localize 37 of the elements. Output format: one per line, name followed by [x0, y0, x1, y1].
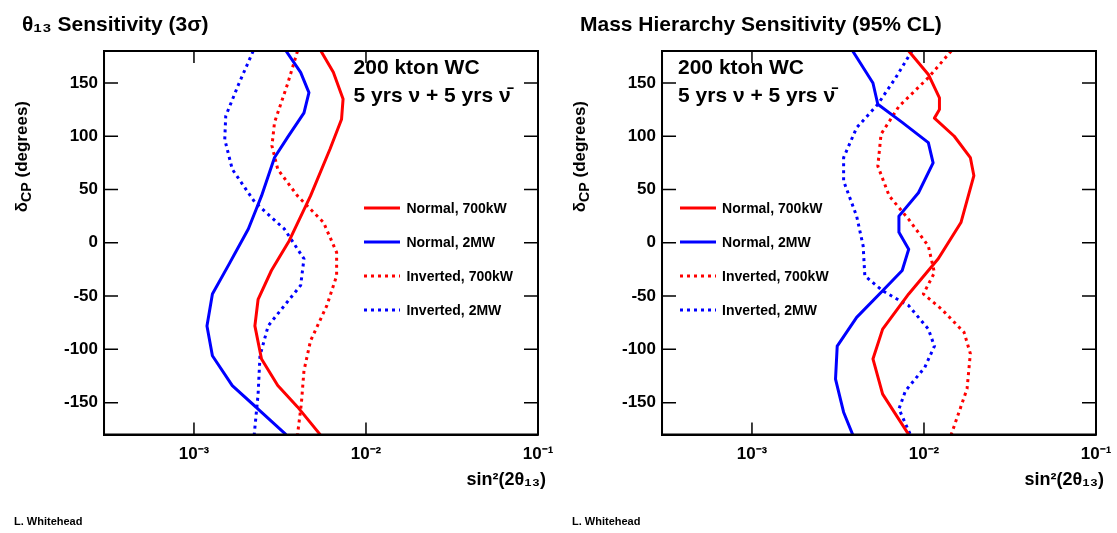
- legend-label: Inverted, 700kW: [722, 268, 829, 284]
- text: L. Whitehead: [572, 515, 641, 527]
- y-tick-label: 0: [88, 232, 99, 252]
- y-tick-label: 100: [627, 125, 657, 145]
- legend-label: Normal, 2MW: [722, 234, 811, 250]
- x-tick-label: 10⁻¹: [1080, 444, 1112, 464]
- legend-label: Inverted, 2MW: [406, 302, 502, 318]
- y-tick-label: 0: [646, 232, 657, 252]
- annotation: 5 yrs ν + 5 yrs ν̄: [678, 82, 836, 108]
- y-tick-label: -150: [621, 392, 657, 412]
- legend-label: Normal, 700kW: [722, 200, 823, 216]
- x-axis-title: sin²(2θ₁₃): [1024, 468, 1104, 490]
- x-tick-label: 10⁻¹: [522, 444, 554, 464]
- annotation: 200 kton WC: [353, 54, 481, 80]
- chart-title: Mass Hierarchy Sensitivity (95% CL): [580, 12, 942, 36]
- annotation: 200 kton WC: [678, 54, 806, 80]
- y-tick-label: 150: [627, 72, 657, 92]
- y-tick-label: 100: [69, 125, 99, 145]
- y-tick-label: -100: [63, 339, 99, 359]
- chart-title: θ₁₃ Sensitivity (3σ): [22, 12, 209, 36]
- y-tick-label: -150: [63, 392, 99, 412]
- text: L. Whitehead: [14, 515, 83, 527]
- x-tick-label: 10⁻³: [736, 444, 768, 464]
- x-tick-label: 10⁻²: [908, 444, 940, 464]
- y-tick-label: 150: [69, 72, 99, 92]
- x-axis-title: sin²(2θ₁₃): [466, 468, 546, 490]
- y-tick-label: -100: [621, 339, 657, 359]
- legend-label: Normal, 700kW: [406, 200, 507, 216]
- x-tick-label: 10⁻³: [178, 444, 210, 464]
- y-tick-label: -50: [73, 285, 99, 305]
- y-tick-label: 50: [637, 179, 657, 199]
- y-tick-label: 50: [79, 179, 99, 199]
- legend-label: Inverted, 700kW: [406, 268, 514, 284]
- y-tick-label: -50: [631, 285, 657, 305]
- legend-label: Inverted, 2MW: [722, 302, 817, 318]
- x-tick-label: 10⁻²: [350, 444, 382, 464]
- legend-label: Normal, 2MW: [406, 234, 496, 250]
